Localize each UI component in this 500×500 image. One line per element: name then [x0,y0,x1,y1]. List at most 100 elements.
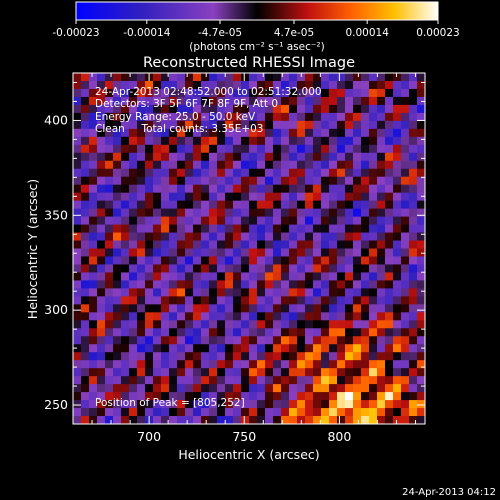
heatmap-cell [113,120,122,130]
heatmap-cell [121,232,130,242]
heatmap-cell [89,384,98,393]
heatmap-cell [393,312,402,321]
heatmap-cell [265,104,274,114]
heatmap-cell [201,328,210,337]
heatmap-cell [241,296,250,305]
heatmap-cell [121,216,130,226]
heatmap-cell [89,376,98,385]
heatmap-cell [305,144,314,154]
heatmap-cell [209,320,218,329]
heatmap-cell [121,208,130,218]
heatmap-cell [337,288,346,297]
heatmap-cell [73,120,82,130]
heatmap-cell [209,400,218,409]
heatmap-cell [121,152,130,162]
heatmap-cell [201,216,210,226]
heatmap-cell [417,160,425,170]
heatmap-cell [401,272,410,281]
heatmap-cell [97,216,106,226]
heatmap-cell [401,248,410,257]
heatmap-cell [105,184,114,194]
heatmap-cell [289,144,298,154]
heatmap-cell [233,216,242,226]
heatmap-cell [273,296,282,305]
heatmap-cell [313,264,322,273]
heatmap-cell [265,232,274,242]
heatmap-cell [225,240,234,249]
heatmap-cell [329,120,338,130]
heatmap-cell [105,224,114,234]
heatmap-cell [121,104,130,114]
heatmap-cell [105,200,114,210]
heatmap-cell [337,272,346,281]
heatmap-cell [337,248,346,257]
heatmap-cell [321,200,330,210]
heatmap-cell [185,352,194,361]
heatmap-cell [201,80,210,90]
heatmap-cell [137,344,146,353]
heatmap-cell [81,112,90,122]
heatmap-cell [353,408,362,417]
heatmap-cell [137,184,146,194]
heatmap-cell [129,128,138,138]
heatmap-cell [265,176,274,186]
heatmap-cell [201,256,210,265]
heatmap-cell [193,288,202,297]
heatmap-cell [265,216,274,226]
heatmap-cell [185,88,194,98]
heatmap-cell [81,104,90,114]
heatmap-cell [161,336,170,345]
heatmap-cell [281,152,290,162]
heatmap-cell [241,256,250,265]
heatmap-cell [137,280,146,289]
heatmap-cell [177,408,186,417]
heatmap-cell [161,144,170,154]
heatmap-cell [345,96,354,106]
heatmap-cell [129,248,138,257]
heatmap-cell [353,312,362,321]
heatmap-cell [257,392,266,401]
heatmap-cell [353,96,362,106]
heatmap-cell [305,248,314,257]
heatmap-cell [137,416,146,424]
heatmap-cell [97,208,106,218]
heatmap-cell [185,384,194,393]
heatmap-cell [129,344,138,353]
heatmap-cell [177,96,186,106]
heatmap-cell [385,336,394,345]
heatmap-cell [297,264,306,273]
heatmap-cell [217,112,226,122]
heatmap-cell [313,120,322,130]
heatmap-cell [241,120,250,130]
heatmap-cell [137,304,146,313]
heatmap-cell [417,328,425,337]
heatmap-cell [281,176,290,186]
heatmap-cell [353,256,362,265]
heatmap-cell [353,176,362,186]
heatmap-cell [353,416,362,424]
heatmap-cell [417,136,425,146]
heatmap-cell [89,208,98,218]
heatmap-cell [369,264,378,273]
heatmap-cell [345,152,354,162]
heatmap-cell [233,160,242,170]
heatmap-cell [233,336,242,345]
heatmap-cell [153,344,162,353]
heatmap-cell [329,296,338,305]
heatmap-cell [321,288,330,297]
heatmap-cell [209,392,218,401]
colorbar-ticks: -0.00023 -0.00014 -4.7e-05 4.7e-05 0.00014 0.… [52,20,460,39]
heatmap-cell [417,336,425,345]
heatmap-cell [217,192,226,202]
heatmap-cell [281,376,290,385]
heatmap-cell [97,280,106,289]
heatmap-cell [345,360,354,369]
heatmap-cell [113,296,122,305]
heatmap-cell [385,136,394,146]
heatmap-cell [281,80,290,90]
heatmap-cell [273,224,282,234]
heatmap-cell [233,104,242,114]
heatmap-cell [233,136,242,146]
heatmap-cell [297,112,306,122]
heatmap-cell [73,184,82,194]
